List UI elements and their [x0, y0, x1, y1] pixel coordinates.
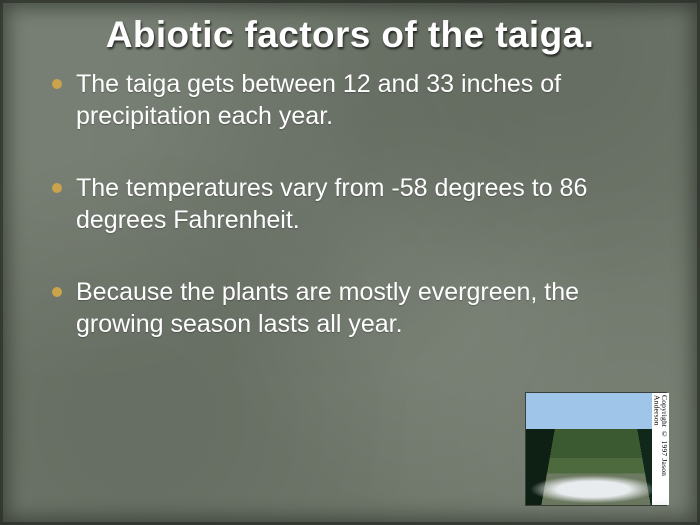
bullet-item: The temperatures vary from -58 degrees t…: [52, 172, 666, 236]
slide-title: Abiotic factors of the taiga.: [34, 14, 666, 56]
image-copyright-strip: Copyright © 1997 Jason Anderson: [652, 393, 669, 505]
bullet-item: Because the plants are mostly evergreen,…: [52, 276, 666, 340]
slide: Abiotic factors of the taiga. The taiga …: [0, 0, 700, 525]
taiga-forest-thumbnail: Copyright © 1997 Jason Anderson: [526, 393, 666, 505]
bullet-list: The taiga gets between 12 and 33 inches …: [34, 68, 666, 340]
bullet-item: The taiga gets between 12 and 33 inches …: [52, 68, 666, 132]
